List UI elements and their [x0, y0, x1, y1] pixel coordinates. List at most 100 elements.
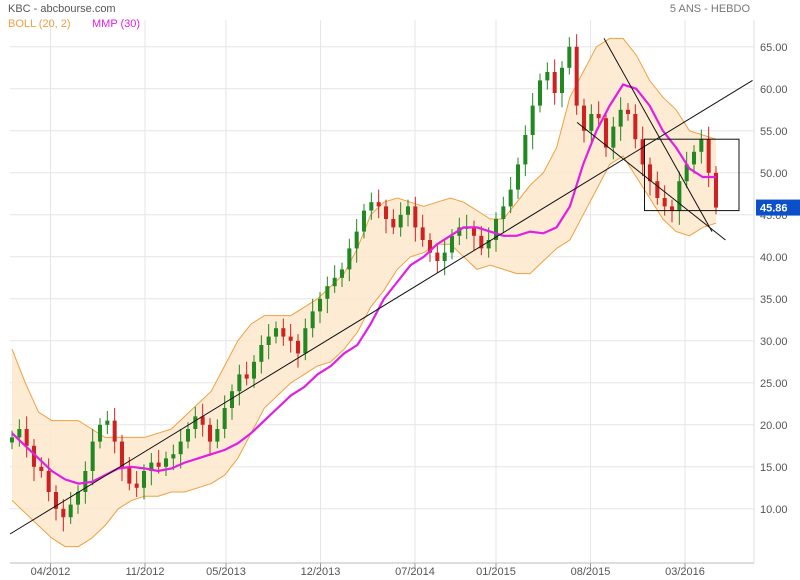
candle	[493, 212, 499, 252]
candle-body	[618, 109, 623, 127]
candle	[625, 103, 631, 121]
candle-body	[237, 374, 242, 392]
candle-body	[185, 429, 191, 442]
candle-body	[288, 336, 293, 341]
candle-body	[508, 189, 513, 207]
candle	[361, 203, 367, 239]
candle	[479, 226, 484, 256]
candle	[193, 406, 198, 439]
candle	[266, 324, 271, 360]
candle-body	[435, 252, 440, 261]
candle-body	[479, 235, 484, 249]
x-axis: 04/2012 11/2012 05/2013 12/2013 07/2014 01/20…	[10, 20, 755, 578]
candle-body	[361, 210, 367, 232]
candle	[332, 265, 337, 293]
candle-body	[119, 441, 125, 467]
x-tick-label: 04/2012	[31, 566, 71, 578]
x-tick-label: 12/2013	[301, 566, 341, 578]
candle-body	[567, 46, 572, 68]
y-tick-label: 30.00	[760, 336, 788, 348]
boll-band-fill	[12, 38, 716, 547]
y-tick-label: 25.00	[760, 378, 788, 390]
candle	[273, 321, 279, 344]
y-tick-label: 60.00	[760, 84, 788, 96]
candle-body	[222, 408, 227, 429]
candle-body	[603, 118, 609, 148]
y-tick-label: 35.00	[760, 294, 788, 306]
bollinger-bands	[11, 37, 717, 548]
candle-body	[53, 492, 59, 509]
candle	[119, 434, 125, 482]
candle-body	[596, 114, 601, 119]
candle	[288, 324, 293, 353]
candle	[713, 166, 719, 215]
y-tick-label: 40.00	[760, 252, 788, 264]
candle	[31, 439, 37, 482]
candle	[537, 73, 543, 113]
candle-body	[611, 126, 616, 148]
candle	[112, 408, 117, 454]
candle	[559, 61, 565, 108]
candle	[574, 34, 579, 115]
candle-body	[9, 437, 15, 443]
candle-body	[530, 105, 535, 135]
candle	[442, 240, 447, 276]
candle-body	[97, 424, 103, 442]
candle-body	[647, 164, 653, 182]
candle-body	[684, 164, 689, 182]
y-tick-label: 65.00	[760, 42, 788, 54]
candle	[310, 298, 315, 338]
candle	[237, 364, 242, 406]
y-tick-label: 55.00	[760, 126, 788, 138]
candle	[53, 485, 59, 521]
candle	[684, 151, 689, 188]
candle-body	[273, 328, 279, 337]
candle	[163, 451, 169, 477]
candle	[156, 450, 161, 474]
last-price-badge: 45.86	[756, 199, 800, 216]
candle-body	[31, 445, 37, 467]
candle-body	[68, 504, 73, 518]
x-tick-label: 03/2016	[665, 566, 705, 578]
candle	[259, 335, 264, 374]
candle	[229, 384, 235, 420]
candle	[596, 101, 601, 125]
candle	[523, 125, 528, 177]
candle	[567, 37, 572, 75]
candle-body	[354, 231, 359, 249]
chart-annotations	[9, 38, 753, 535]
candle-body	[105, 420, 110, 425]
candle	[603, 111, 609, 157]
candle	[75, 485, 81, 514]
candle-body	[471, 227, 477, 236]
legend-boll: BOLL (20, 2)	[8, 18, 71, 30]
candle-body	[640, 139, 645, 165]
candle-body	[295, 340, 301, 354]
candle	[581, 98, 587, 143]
candle-body	[515, 164, 521, 190]
candle-body	[61, 508, 66, 518]
candle-body	[171, 454, 176, 459]
candle-body	[420, 227, 425, 240]
candle-body	[200, 416, 205, 425]
candle-body	[581, 105, 587, 131]
candle	[633, 104, 638, 149]
candle	[420, 214, 425, 247]
x-tick-label: 07/2014	[395, 566, 435, 578]
candle	[611, 116, 616, 160]
y-tick-label: 10.00	[760, 504, 788, 516]
candle-body	[317, 298, 323, 312]
candle	[281, 318, 286, 346]
candle-body	[427, 240, 433, 253]
candle-body	[178, 441, 183, 455]
candle-body	[442, 252, 447, 261]
annotation-rectangle	[644, 138, 740, 212]
candle	[141, 464, 147, 500]
candle-body	[325, 286, 330, 299]
candle	[545, 62, 550, 90]
candle-body	[383, 206, 389, 219]
period-label: 5 ANS - HEBDO	[669, 3, 750, 15]
candle	[530, 93, 535, 150]
chart-title: KBC - abcbourse.com	[8, 3, 116, 15]
candle	[127, 457, 132, 491]
